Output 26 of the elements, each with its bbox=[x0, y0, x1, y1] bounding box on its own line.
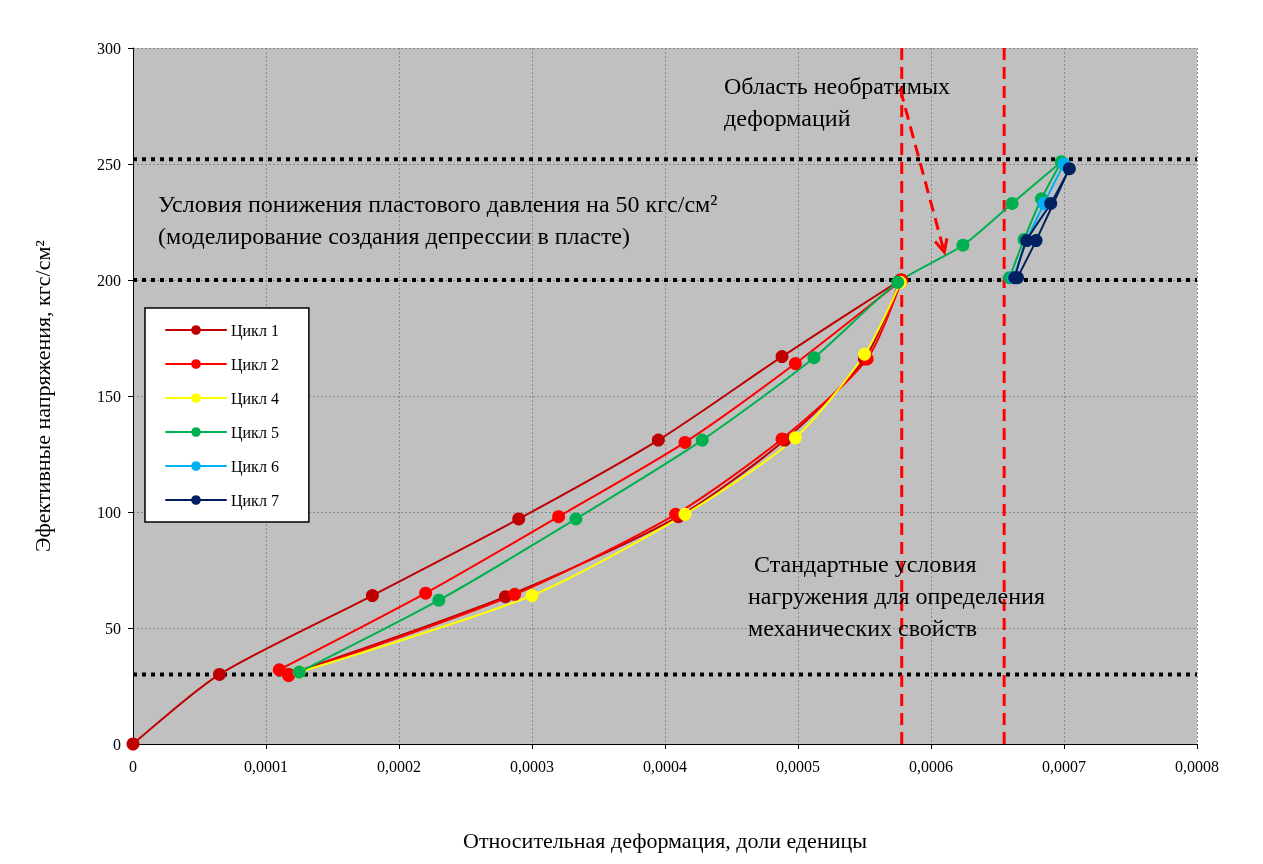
x-tick-label: 0,0007 bbox=[1042, 757, 1086, 775]
annotation: Область необратимых деформаций bbox=[724, 73, 951, 131]
x-tick-label: 0,0008 bbox=[1175, 757, 1219, 775]
annotation: Условия понижения пластового давления на 50 кгс/см² (моделирование создания депрессии в пласте) bbox=[158, 191, 718, 249]
legend-label: Цикл 7 bbox=[231, 491, 279, 510]
legend-label: Цикл 6 bbox=[231, 457, 279, 476]
y-tick-label: 150 bbox=[97, 387, 121, 405]
legend-label: Цикл 2 bbox=[231, 355, 279, 374]
y-axis-title: Эфективные напряжения, кгс/см² bbox=[29, 239, 55, 552]
legend-label: Цикл 5 bbox=[231, 423, 279, 442]
x-tick-label: 0,0002 bbox=[377, 757, 421, 775]
x-tick-label: 0,0001 bbox=[244, 757, 288, 775]
y-tick-label: 100 bbox=[97, 503, 121, 521]
legend-label: Цикл 1 bbox=[231, 321, 279, 340]
y-tick-label: 250 bbox=[97, 155, 121, 173]
y-tick-label: 50 bbox=[105, 619, 121, 637]
y-tick-label: 0 bbox=[113, 735, 121, 753]
x-axis-title: Относительная деформация, доли еденицы bbox=[463, 827, 868, 853]
x-tick-label: 0,0003 bbox=[510, 757, 554, 775]
x-tick-label: 0 bbox=[129, 757, 137, 775]
x-tick-label: 0,0004 bbox=[643, 757, 687, 775]
y-tick-label: 200 bbox=[97, 271, 121, 289]
x-tick-label: 0,0006 bbox=[909, 757, 953, 775]
legend-label: Цикл 4 bbox=[231, 389, 279, 408]
y-tick-label: 300 bbox=[97, 39, 121, 57]
x-tick-label: 0,0005 bbox=[776, 757, 820, 775]
